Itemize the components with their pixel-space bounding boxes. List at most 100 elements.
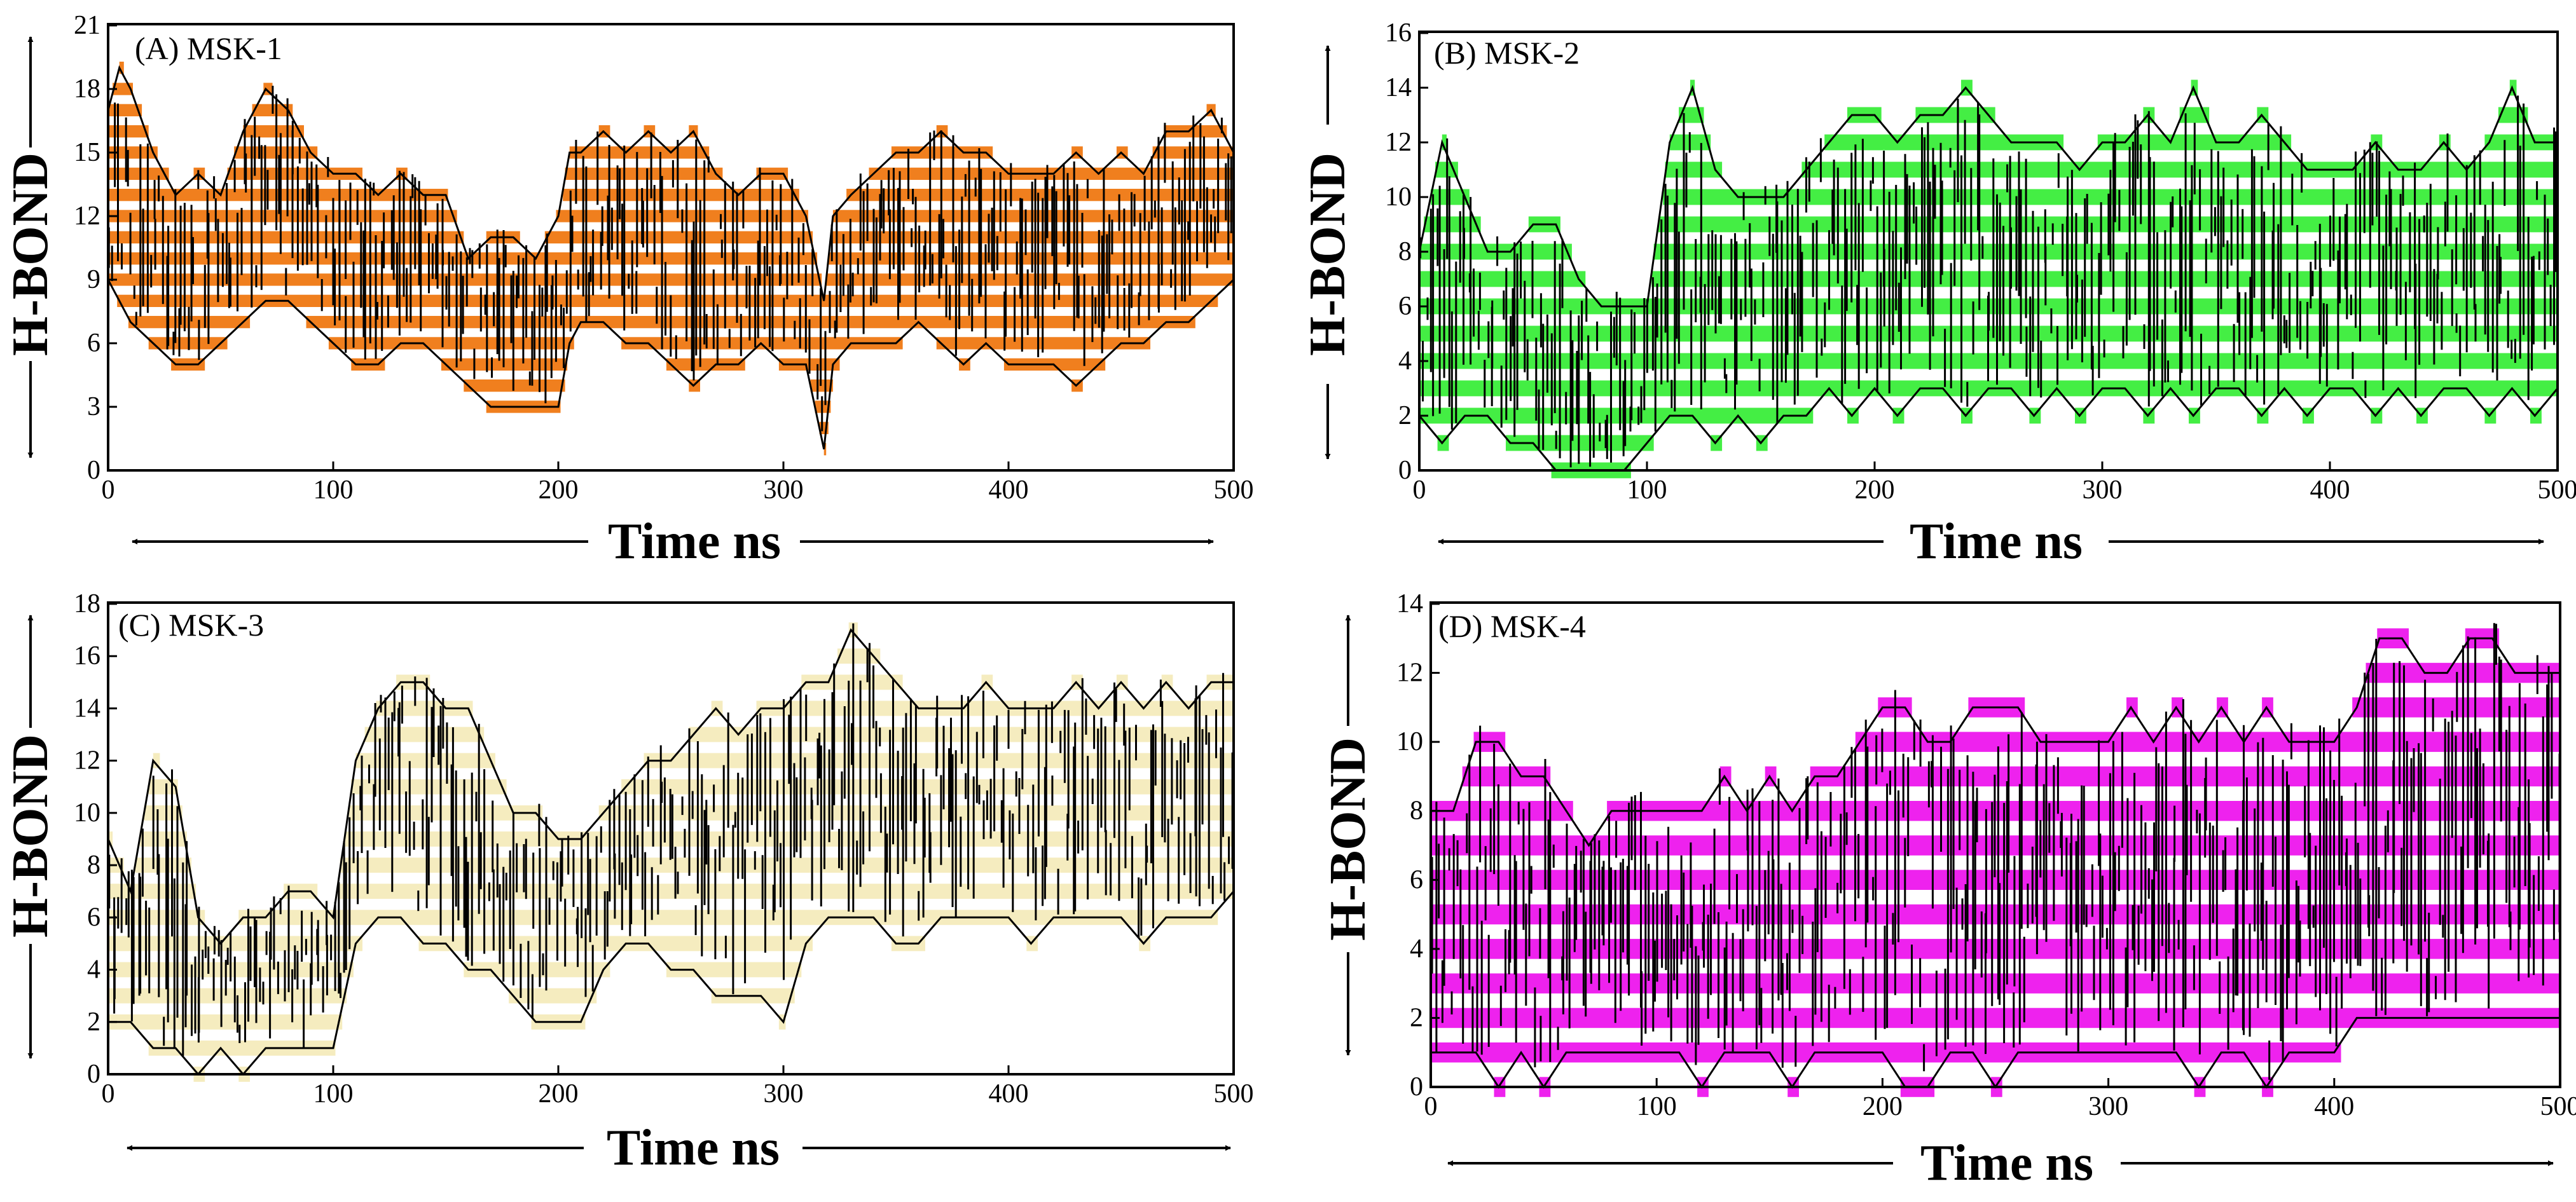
panel-a-band-level-7-segment-1 — [306, 316, 1195, 329]
panel-b-x-tick-label-400: 400 — [2310, 475, 2350, 505]
panel-b-x-tick-label-100: 100 — [1627, 475, 1667, 505]
panel-a-title: (A) MSK-1 — [135, 31, 282, 66]
panel-c-plot-area — [107, 622, 1235, 1082]
panel-c-y-tick-label-0: 0 — [87, 1060, 100, 1089]
panel-a-band-level-19-segment-0 — [119, 62, 124, 74]
panel-a-band-level-13-segment-2 — [846, 189, 1234, 201]
panel-b-band-level-11-segment-1 — [1665, 161, 1723, 178]
panel-d-x-tick-label-100: 100 — [1637, 1092, 1677, 1121]
panel-a-band-level-8-segment-0 — [117, 294, 1218, 307]
panel-c: (C) MSK-3 0 2 4 6 8 10 12 14 16 18 0 100 200 300 400 5… — [3, 589, 1254, 1176]
panel-b-x-label: Time ns — [1910, 514, 2083, 570]
panel-c-x-label: Time ns — [607, 1120, 780, 1176]
panel-b-band-level-14-segment-2 — [2191, 79, 2198, 96]
panel-c-band-level-5-segment-1 — [418, 936, 813, 952]
panel-c-band-level-1-segment-0 — [148, 1041, 336, 1056]
panel-d-x-tick-label-0: 0 — [1424, 1092, 1438, 1121]
panel-a-band-level-17-segment-0 — [108, 104, 142, 116]
panel-b-series-upper-line — [1418, 85, 2558, 308]
panel-c-frame — [107, 601, 1235, 1076]
panel-d: (D) MSK-4 0 2 4 6 8 10 12 14 0 100 200 300 400 500 H… — [1320, 589, 2576, 1191]
panel-d-band-level-5-segment-0 — [1431, 904, 2560, 925]
panel-c-band-level-4-segment-1 — [464, 962, 610, 978]
panel-a-band-level-12-segment-2 — [832, 210, 1234, 222]
panel-b-band-level-7-segment-0 — [1419, 271, 1586, 287]
panel-a-band-level-15-segment-0 — [108, 146, 158, 159]
panel-b-y-tick-label-4: 4 — [1398, 346, 1412, 376]
panel-a-band-level-16-segment-6 — [1164, 125, 1227, 138]
panel-a-band-level-9-segment-1 — [826, 273, 1234, 286]
panel-c-y-tick-label-18: 18 — [74, 589, 100, 618]
panel-c-band-level-12-segment-1 — [355, 753, 495, 768]
panel-d-y-ticks: 0 2 4 6 8 10 12 14 — [1396, 589, 1440, 1102]
panel-a-band-level-9-segment-0 — [108, 273, 822, 286]
panel-b-band-level-11-segment-2 — [1801, 161, 2558, 178]
panel-c-band-level-9-segment-0 — [108, 831, 113, 847]
panel-a-x-tick-label-100: 100 — [313, 475, 354, 505]
panel-c-band-level-11-segment-1 — [351, 779, 507, 795]
panel-a-y-tick-label-6: 6 — [87, 329, 100, 358]
panel-c-title: (C) MSK-3 — [118, 607, 264, 643]
panel-a-band-level-15-segment-2 — [569, 146, 710, 159]
panel-b-y-tick-label-10: 10 — [1385, 182, 1412, 212]
panel-a-band-level-13-segment-0 — [108, 189, 448, 201]
panel-a-y-tick-label-0: 0 — [87, 456, 100, 485]
panel-a-frame — [107, 23, 1235, 472]
panel-c-x-ticks: 0 100 200 300 400 500 — [102, 1065, 1254, 1109]
panel-a-y-label: H-BOND — [3, 153, 59, 356]
panel-a-x-tick-label-400: 400 — [989, 475, 1029, 505]
panel-a-x-tick-label-0: 0 — [102, 475, 115, 505]
panel-a-plot-area — [107, 62, 1235, 456]
panel-d-y-label: H-BOND — [1320, 737, 1376, 941]
panel-b-y-tick-label-12: 12 — [1385, 128, 1412, 157]
panel-d-x-ticks: 0 100 200 300 400 500 — [1424, 1078, 2576, 1121]
panel-a-y-ticks: 0 3 6 9 12 15 18 21 — [74, 11, 117, 485]
panel-d-plot-area — [1431, 623, 2561, 1097]
panel-a-x-ticks: 0 100 200 300 400 500 — [102, 461, 1254, 505]
panel-a-band-level-14-segment-4 — [565, 167, 723, 180]
panel-c-y-tick-label-14: 14 — [74, 693, 100, 723]
panel-b-y-tick-label-6: 6 — [1398, 292, 1412, 321]
panel-d-band-level-4-segment-0 — [1431, 939, 2560, 959]
panel-c-band-level-11-segment-2 — [621, 779, 1234, 795]
panel-d-y-tick-label-8: 8 — [1410, 796, 1423, 826]
panel-a-x-tick-label-500: 500 — [1214, 475, 1254, 505]
panel-a-band-level-13-segment-1 — [563, 189, 799, 201]
panel-d-x-tick-label-300: 300 — [2088, 1092, 2128, 1121]
panel-d-x-tick-label-400: 400 — [2314, 1092, 2354, 1121]
panel-c-band-level-12-segment-0 — [153, 753, 160, 768]
panel-d-y-tick-label-2: 2 — [1410, 1003, 1423, 1032]
panel-c-x-tick-label-100: 100 — [313, 1079, 354, 1109]
panel-d-y-tick-label-6: 6 — [1410, 865, 1423, 894]
panel-b-band-level-8-segment-1 — [1653, 243, 2558, 260]
panel-d-y-tick-label-12: 12 — [1396, 659, 1423, 688]
panel-d-y-tick-label-14: 14 — [1396, 589, 1423, 618]
panel-d-x-label: Time ns — [1920, 1135, 2093, 1191]
panel-b-x-tick-label-500: 500 — [2538, 475, 2576, 505]
panel-d-series-upper-line — [1431, 637, 2560, 847]
panel-a-x-tick-label-200: 200 — [539, 475, 579, 505]
panel-c-y-tick-label-10: 10 — [74, 798, 100, 828]
panel-c-series-lower-line — [108, 891, 1235, 1076]
panel-d-x-tick-label-200: 200 — [1863, 1092, 1903, 1121]
panel-b-x-tick-label-200: 200 — [1855, 475, 1895, 505]
panel-c-y-tick-label-4: 4 — [87, 955, 100, 985]
panel-c-band-level-9-segment-2 — [344, 831, 1234, 847]
panel-b-y-label: H-BOND — [1300, 153, 1356, 356]
panel-b-y-ticks: 0 2 4 6 8 10 12 14 16 — [1385, 18, 1428, 485]
panel-a-series-lower-line — [107, 278, 1235, 450]
panel-a-y-tick-label-12: 12 — [74, 201, 100, 231]
panel-c-x-tick-label-200: 200 — [539, 1079, 579, 1109]
panel-d-y-tick-label-4: 4 — [1410, 934, 1423, 964]
panel-c-band-level-5-segment-0 — [108, 936, 362, 952]
panel-a-y-tick-label-3: 3 — [87, 392, 100, 421]
panel-d-title: (D) MSK-4 — [1438, 608, 1586, 644]
panel-b-x-tick-label-0: 0 — [1413, 475, 1426, 505]
panel-c-band-level-10-segment-1 — [348, 805, 543, 821]
panel-c-band-level-8-segment-2 — [340, 857, 1234, 873]
panel-b-y-tick-label-8: 8 — [1398, 237, 1412, 266]
panel-b-y-tick-label-0: 0 — [1398, 456, 1412, 485]
panel-a-y-tick-label-21: 21 — [74, 11, 100, 40]
